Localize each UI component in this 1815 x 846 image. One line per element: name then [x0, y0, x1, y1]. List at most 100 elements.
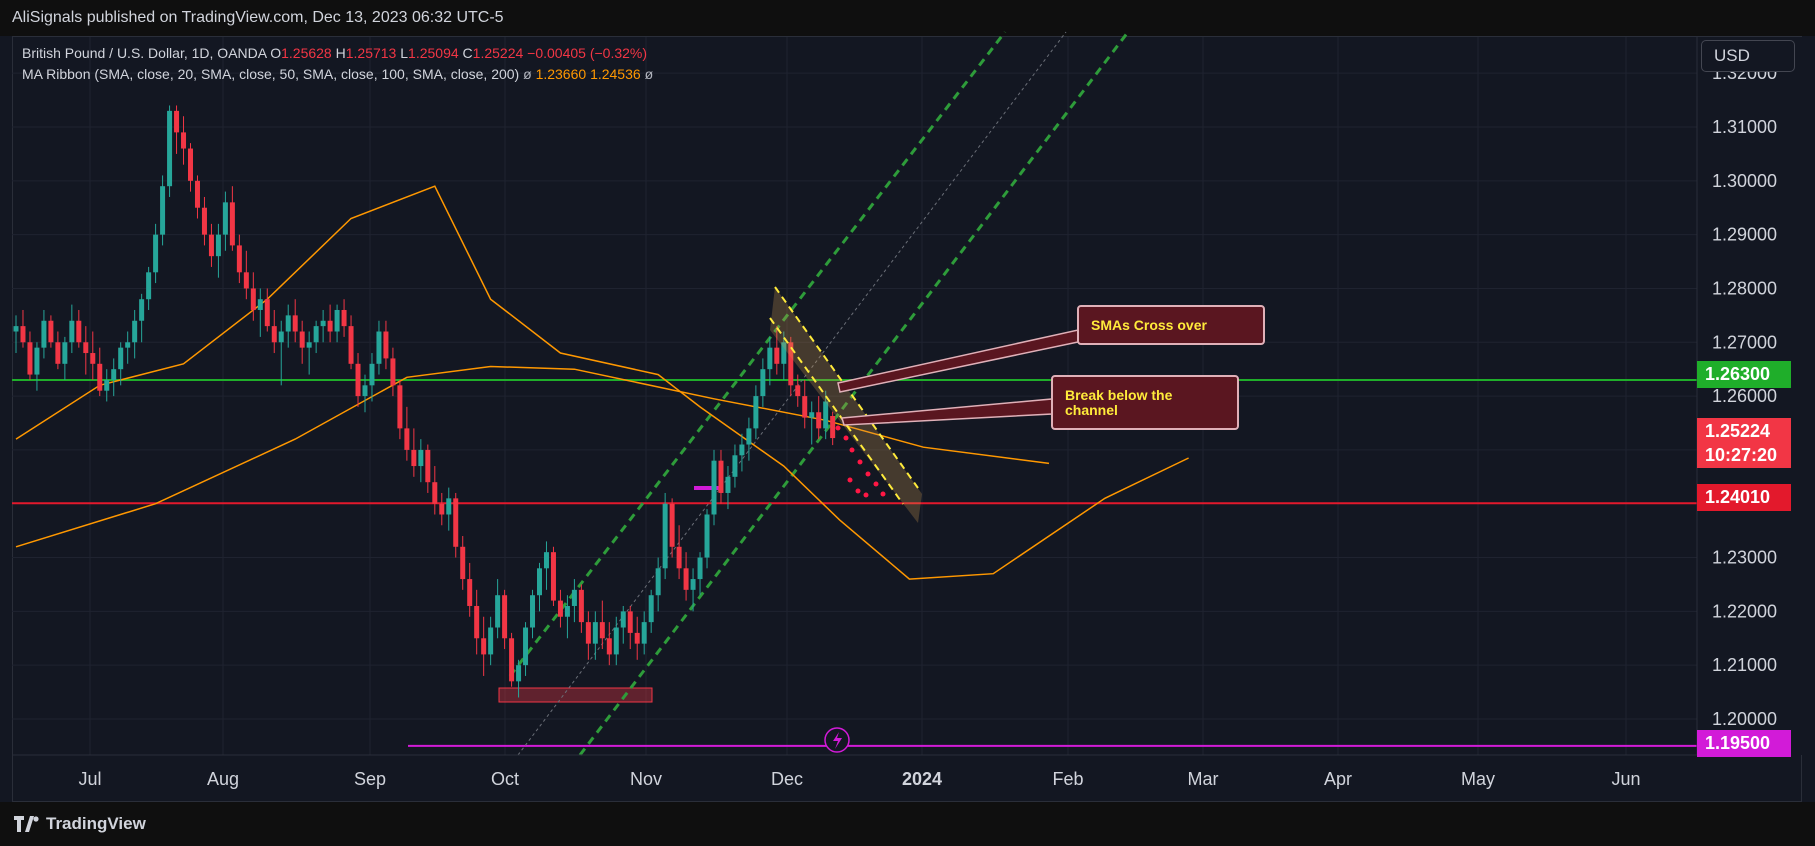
candle [411, 428, 417, 477]
ma-ribbon [15, 185, 1189, 580]
x-tick-label: Jul [78, 769, 101, 789]
candles [13, 105, 836, 698]
candle-body [683, 568, 689, 590]
indicator-legend[interactable]: MA Ribbon (SMA, close, 20, SMA, close, 5… [22, 66, 653, 82]
candle [376, 320, 382, 375]
x-tick-label: Nov [630, 769, 662, 789]
candle-body [83, 342, 89, 354]
tradingview-brand[interactable]: TradingView [14, 814, 146, 834]
projection-dot [855, 488, 861, 494]
candle [132, 309, 138, 359]
candle-body [327, 320, 333, 332]
candle-body [62, 342, 68, 364]
green-level-text: 1.26300 [1705, 364, 1771, 384]
callout-sma-cross[interactable]: SMAs Cross over [1077, 305, 1265, 345]
candle-body [711, 460, 717, 515]
candle-body [795, 385, 801, 397]
candle [20, 309, 26, 348]
y-tick-label: 1.23000 [1712, 548, 1777, 568]
candle [229, 186, 235, 251]
candle [655, 557, 661, 612]
candle-body [160, 186, 166, 235]
candle [285, 304, 291, 348]
candle-body [460, 546, 466, 580]
candle-body [543, 552, 549, 569]
candle-body [334, 309, 340, 332]
candle-body [488, 627, 494, 655]
candle-body [222, 202, 228, 235]
candle-body [292, 315, 298, 332]
candle-body [390, 358, 396, 386]
candle [446, 487, 452, 531]
candle-body [781, 342, 787, 364]
candle [27, 331, 33, 380]
candle [194, 175, 200, 219]
candle [718, 449, 724, 504]
purple-level-text: 1.19500 [1705, 733, 1771, 753]
candle [383, 320, 389, 370]
candle [264, 288, 270, 332]
candle [215, 223, 221, 278]
candle [76, 309, 82, 348]
candle-body [516, 665, 522, 682]
projection-dot [873, 481, 879, 487]
candle-body [585, 622, 591, 644]
candle-body [725, 476, 731, 493]
candle [313, 320, 319, 354]
candle [578, 584, 584, 633]
candle [746, 417, 752, 461]
indicator-value-1: ø [523, 66, 532, 82]
candle [516, 659, 522, 698]
candle-body [236, 245, 242, 273]
candle-body [557, 600, 563, 617]
candle [41, 309, 47, 359]
y-tick-label: 1.20000 [1712, 709, 1777, 729]
price-tag-purple-level: 1.19500 [1697, 730, 1791, 757]
low-value: 1.25094 [408, 45, 459, 61]
y-axis: 1.320001.310001.300001.290001.280001.270… [1696, 37, 1802, 755]
candle [585, 611, 591, 660]
candle [634, 616, 640, 660]
candle-body [104, 379, 110, 391]
ma-line-2 [15, 365, 1050, 548]
candle [564, 595, 570, 639]
y-tick-label: 1.21000 [1712, 655, 1777, 675]
currency-button[interactable]: USD [1701, 40, 1795, 72]
candle-body [229, 202, 235, 246]
x-axis: Jul Aug Sep Oct Nov Dec 2024 Feb Mar Apr May Jun [12, 754, 1697, 789]
high-label: H [335, 45, 346, 61]
candle-body [474, 605, 480, 639]
candle [739, 433, 745, 472]
candle [809, 401, 815, 445]
candle-body [739, 444, 745, 456]
candle-body [432, 482, 438, 504]
chart-grid [12, 37, 1697, 755]
candle-body [634, 632, 640, 644]
candle [481, 616, 487, 676]
candle-body [139, 299, 145, 321]
candle-body [13, 326, 19, 332]
candle-body [313, 326, 319, 343]
candle-body [606, 638, 612, 655]
candle-body [341, 309, 347, 327]
candle-body [285, 315, 291, 332]
candle [530, 589, 536, 639]
callout-break-channel[interactable]: Break below the channel [1051, 375, 1239, 430]
candle [543, 541, 549, 590]
candle-body [250, 288, 256, 310]
high-value: 1.25713 [345, 45, 397, 61]
candle-body [20, 326, 26, 343]
candle [627, 605, 633, 650]
candle [606, 622, 612, 666]
candle [669, 498, 675, 558]
candle-body [676, 546, 682, 569]
candle [362, 374, 368, 413]
candle-body [418, 449, 424, 467]
candle [641, 611, 647, 655]
candle [327, 304, 333, 343]
lightning-bolt-icon [833, 732, 842, 749]
candle [425, 444, 431, 493]
candle-body [537, 568, 542, 596]
candle-body [809, 412, 815, 418]
